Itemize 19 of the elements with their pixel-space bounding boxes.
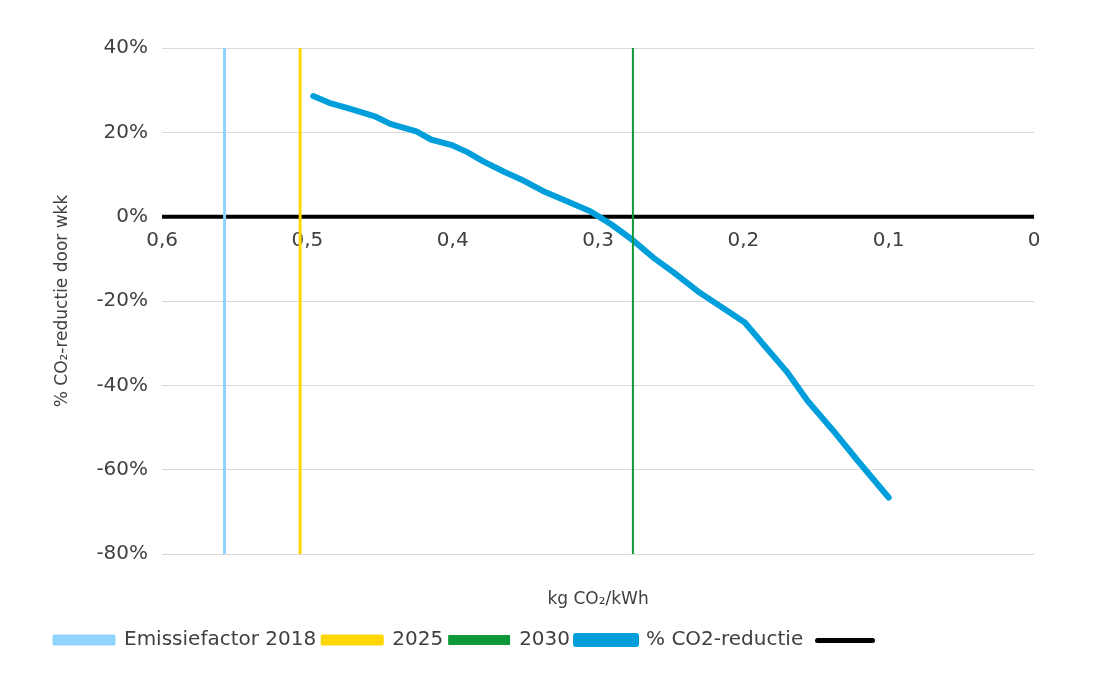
x-tick-label: 0,1 bbox=[872, 226, 905, 251]
y-tick-label: 40% bbox=[103, 34, 149, 59]
y-tick-label: 0% bbox=[116, 202, 149, 227]
x-tick-label: 0,4 bbox=[436, 226, 469, 251]
x-axis-title: kg CO₂/kWh bbox=[547, 588, 649, 609]
y-tick-label: -80% bbox=[96, 540, 149, 565]
x-tick-label: 0,6 bbox=[146, 226, 178, 251]
x-tick-label: 0,3 bbox=[582, 226, 614, 251]
legend-label: % CO2-reductie bbox=[646, 626, 804, 651]
y-tick-label: -40% bbox=[96, 371, 149, 396]
y-tick-label: -60% bbox=[96, 455, 149, 480]
legend-label: 2030 bbox=[519, 626, 571, 651]
legend-label: Emissiefactor 2018 bbox=[124, 626, 317, 651]
y-tick-label: 20% bbox=[103, 118, 149, 143]
x-tick-label: 0 bbox=[1027, 226, 1041, 251]
y-tick-label: -20% bbox=[96, 287, 149, 312]
legend-label: 2025 bbox=[392, 626, 444, 651]
y-axis-title: % CO₂-reductie door wkk bbox=[50, 194, 71, 408]
x-tick-label: 0,2 bbox=[727, 226, 760, 251]
